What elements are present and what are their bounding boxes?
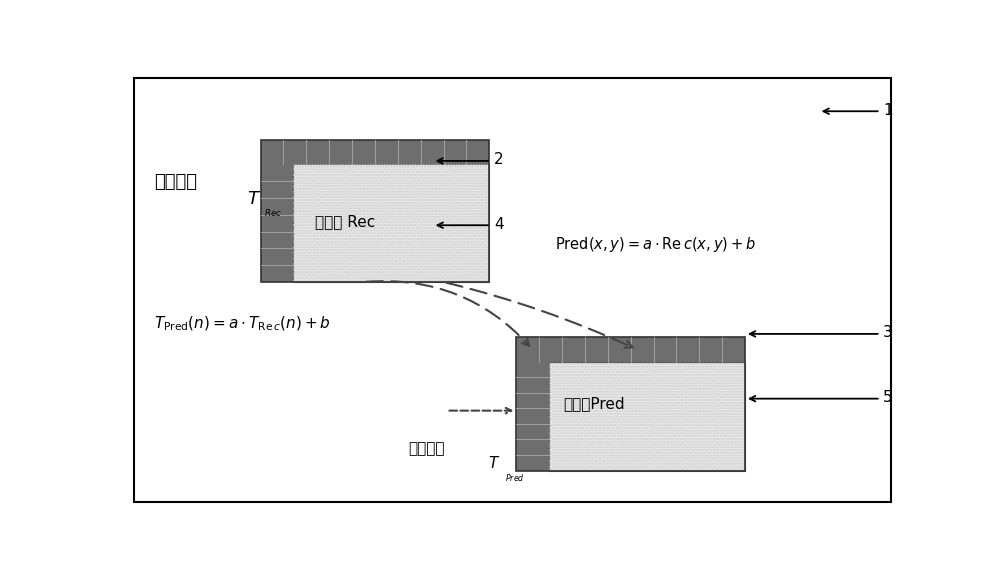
- Text: 預測塊Pred: 預測塊Pred: [563, 396, 624, 411]
- Text: 重建塊 Rec: 重建塊 Rec: [315, 215, 375, 230]
- Bar: [293, 165, 489, 282]
- Text: 5: 5: [883, 390, 893, 405]
- Bar: [261, 165, 293, 282]
- Text: $_{Pred}$: $_{Pred}$: [505, 472, 524, 484]
- FancyArrowPatch shape: [446, 283, 633, 348]
- Bar: [516, 362, 549, 471]
- Bar: [293, 165, 489, 282]
- Bar: [516, 338, 745, 362]
- Bar: [549, 362, 745, 471]
- Text: 當前模板: 當前模板: [408, 441, 444, 456]
- Text: $T$: $T$: [488, 455, 500, 471]
- Text: $T$: $T$: [247, 191, 262, 209]
- Text: 2: 2: [494, 153, 504, 168]
- Text: 4: 4: [494, 217, 504, 232]
- FancyArrowPatch shape: [366, 281, 529, 346]
- Text: $\mathrm{Pred}(x,y)=a\cdot\mathrm{Re\,}c(x,y)+b$: $\mathrm{Pred}(x,y)=a\cdot\mathrm{Re\,}c…: [555, 235, 756, 254]
- Text: 3: 3: [883, 325, 893, 340]
- Text: $_{Rec}$: $_{Rec}$: [264, 206, 283, 219]
- Text: $T_{\mathrm{Pred}}(n)=a\cdot T_{\mathrm{Re\,}c}(n)+b$: $T_{\mathrm{Pred}}(n)=a\cdot T_{\mathrm{…: [154, 315, 331, 334]
- Text: 1: 1: [883, 103, 893, 118]
- Bar: [549, 362, 745, 471]
- Bar: [516, 338, 745, 471]
- Bar: [261, 140, 489, 282]
- Text: 參考模板: 參考模板: [154, 173, 197, 191]
- Bar: [261, 140, 489, 165]
